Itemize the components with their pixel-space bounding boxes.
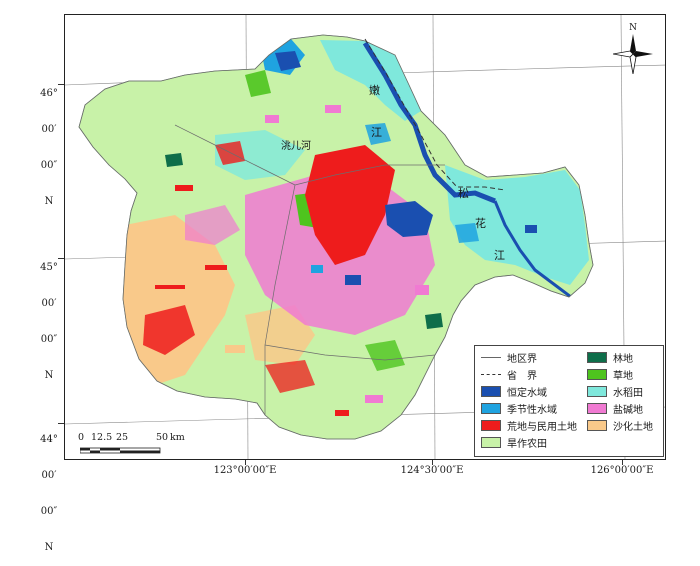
- legend-item-saline: 盐碱地: [587, 401, 643, 416]
- legend-label: 地区界: [507, 353, 537, 365]
- lat-44-min: 00′: [41, 470, 57, 481]
- legend-item-grassland: 草地: [587, 367, 633, 382]
- permanent-water-nen-river: [362, 41, 496, 204]
- lat-label-46: 46° 00′ 00″ N: [36, 64, 62, 220]
- grassland-north: [245, 70, 271, 97]
- north-arrow: N: [613, 23, 653, 75]
- legend-label: 恒定水域: [507, 387, 547, 399]
- legend-item-permanent-water: 恒定水域: [481, 384, 547, 399]
- scale-tick-12-5: 12.5: [91, 432, 113, 443]
- legend-label: 省 界: [507, 370, 537, 382]
- legend-label: 荒地与民用土地: [507, 421, 577, 433]
- legend-item-dryland: 旱作农田: [481, 435, 547, 450]
- river-label-song-3: 江: [494, 249, 505, 262]
- legend-item-province-boundary: 省 界: [481, 367, 537, 382]
- map-frame: N 嫩 江 松 花 江 洮儿河: [64, 14, 666, 460]
- legend-label: 林地: [613, 353, 633, 365]
- land-use-map: [65, 15, 665, 459]
- legend-label: 水稻田: [613, 387, 643, 399]
- lat-45-min: 00′: [41, 298, 57, 309]
- legend-label: 草地: [613, 370, 633, 382]
- sandy-land-zone-2: [245, 305, 315, 365]
- saline-swatch: [587, 402, 607, 414]
- scale-bar-graphic: [80, 447, 161, 454]
- forest-swatch: [587, 351, 607, 363]
- wasteland-sw: [143, 305, 195, 355]
- lat-46-min: 00′: [41, 124, 57, 135]
- river-label-nen-1: 嫩: [369, 84, 380, 97]
- lon-tick-124-30: [432, 460, 433, 465]
- legend-label: 旱作农田: [507, 438, 547, 450]
- grassland-swatch: [587, 368, 607, 380]
- wasteland-south: [265, 360, 315, 393]
- lat-45-sec: 00″: [40, 334, 58, 345]
- province-line-swatch: [481, 373, 501, 375]
- paddy-field-north: [320, 40, 421, 121]
- permanent-water-north: [275, 51, 301, 71]
- permanent-water-lake: [385, 201, 433, 237]
- lat-tick-44: [58, 423, 65, 424]
- permanent-water-swatch: [481, 385, 501, 397]
- river-label-small: 洮儿河: [281, 141, 311, 152]
- lat-46-hem: N: [44, 196, 54, 207]
- lat-tick-45: [58, 258, 65, 259]
- paddy-swatch: [587, 385, 607, 397]
- legend-label: 沙化土地: [613, 421, 653, 433]
- lat-label-45: 45° 00′ 00″ N: [36, 238, 62, 394]
- scale-unit: km: [170, 432, 185, 443]
- lon-label-124-30: 124°30′00″E: [400, 465, 464, 476]
- wasteland-west: [215, 141, 245, 165]
- compass-icon: [613, 34, 653, 74]
- lat-44-sec: 00″: [40, 506, 58, 517]
- lon-label-123: 123°00′00″E: [213, 465, 277, 476]
- legend-item-paddy: 水稻田: [587, 384, 643, 399]
- legend-item-district-boundary: 地区界: [481, 350, 537, 365]
- north-label: N: [629, 23, 637, 33]
- dryland-swatch: [481, 436, 501, 448]
- scale-tick-50: 50: [156, 432, 169, 443]
- legend-item-seasonal-water: 季节性水域: [481, 401, 557, 416]
- sandy-swatch: [587, 419, 607, 431]
- lat-46-deg: 46°: [40, 88, 58, 99]
- legend-item-sandy: 沙化土地: [587, 418, 653, 433]
- scale-bar: 0 12.5 25 50 km: [76, 432, 185, 460]
- lat-45-hem: N: [44, 370, 54, 381]
- river-label-song-2: 花: [475, 217, 486, 230]
- lon-tick-126: [622, 460, 623, 465]
- lon-label-126: 126°00′00″E: [590, 465, 654, 476]
- land-use-patches: [121, 39, 589, 416]
- river-label-song-1: 松: [458, 187, 469, 200]
- legend-label: 季节性水域: [507, 404, 557, 416]
- saline-land-west: [185, 205, 240, 245]
- lat-45-deg: 45°: [40, 262, 58, 273]
- seasonal-water-center: [365, 123, 391, 145]
- scale-tick-0: 0: [78, 432, 85, 443]
- scattered-patches: [155, 105, 537, 416]
- district-line-swatch: [481, 356, 501, 358]
- legend-item-forest: 林地: [587, 350, 633, 365]
- river-label-nen-2: 江: [371, 126, 382, 139]
- permanent-water-song-river: [493, 200, 576, 302]
- wasteland-center: [305, 145, 395, 265]
- seasonal-water-swatch: [481, 402, 501, 414]
- lon-tick-123: [245, 460, 246, 465]
- lat-44-deg: 44°: [40, 434, 58, 445]
- legend: 地区界 省 界 恒定水域 季节性水域 荒地与民用土地 旱作农田 林地 草地 水稻…: [474, 345, 664, 457]
- seasonal-water-east: [455, 223, 479, 243]
- grassland-south: [365, 340, 405, 371]
- forest-patch-1: [165, 153, 183, 167]
- lat-label-44: 44° 00′ 00″ N: [36, 410, 62, 566]
- provincial-boundary: [364, 38, 506, 191]
- district-boundaries: [174, 124, 445, 415]
- lat-46-sec: 00″: [40, 160, 58, 171]
- lat-44-hem: N: [44, 542, 54, 553]
- lat-tick-46: [58, 84, 65, 85]
- legend-label: 盐碱地: [613, 404, 643, 416]
- legend-item-wasteland: 荒地与民用土地: [481, 418, 577, 433]
- wasteland-swatch: [481, 419, 501, 431]
- forest-patch-2: [425, 313, 443, 329]
- scale-tick-25: 25: [116, 432, 129, 443]
